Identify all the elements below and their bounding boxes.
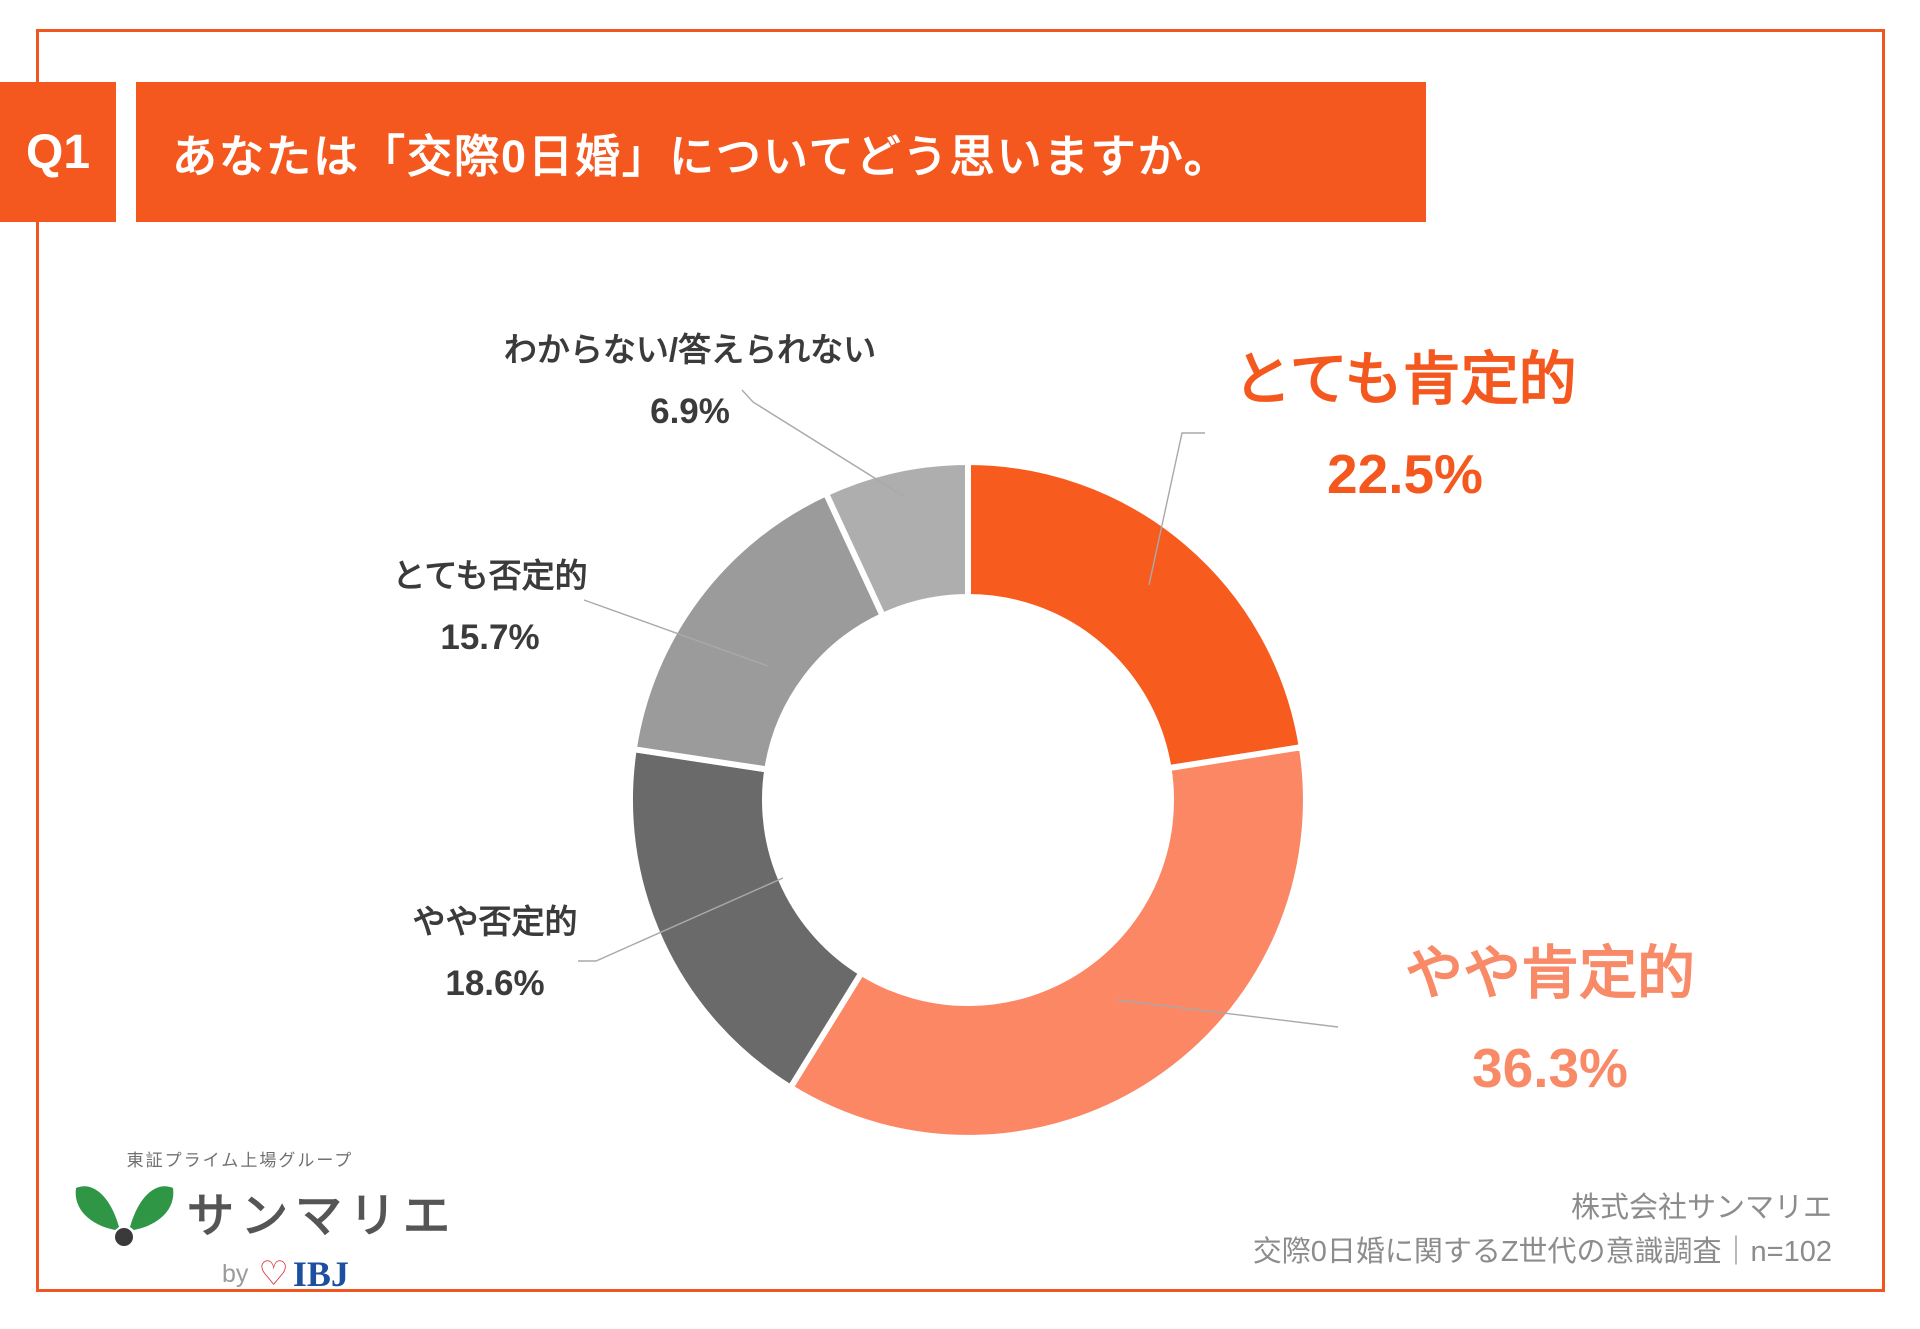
callout-positive-some: やや肯定的 36.3% bbox=[1315, 941, 1785, 1099]
source-attribution: 株式会社サンマリエ 交際0日婚に関するZ世代の意識調査｜n=102 bbox=[1253, 1186, 1832, 1274]
logo-group-line: 東証プライム上場グループ bbox=[126, 1151, 354, 1170]
sunmarie-leaf-icon bbox=[75, 1186, 174, 1246]
sunmarie-logo: 東証プライム上場グループ サンマリエ by ♡ IBJ bbox=[72, 1146, 450, 1295]
callout-unknown-value: 6.9% bbox=[650, 392, 730, 431]
ibj-heart-icon: ♡ bbox=[258, 1255, 289, 1293]
callout-unknown: わからない/答えられない 6.9% bbox=[450, 330, 930, 432]
callout-negative-some: やや否定的 18.6% bbox=[345, 902, 645, 1004]
donut-segment-2 bbox=[787, 744, 1309, 1141]
page-border-frame bbox=[36, 29, 1885, 1292]
logo-brand-text: サンマリエ bbox=[187, 1188, 457, 1242]
leader-line-negative-some bbox=[578, 877, 784, 962]
callout-negative-some-label: やや否定的 bbox=[412, 903, 578, 940]
callout-negative-very: とても否定的 15.7% bbox=[340, 556, 640, 658]
leader-line-unknown bbox=[741, 389, 906, 498]
callout-negative-some-value: 18.6% bbox=[445, 964, 545, 1003]
callout-positive-some-value: 36.3% bbox=[1472, 1037, 1628, 1099]
callout-negative-very-label: とても否定的 bbox=[392, 557, 588, 594]
leader-line-negative-very bbox=[583, 599, 769, 667]
source-company: 株式会社サンマリエ bbox=[1570, 1192, 1832, 1224]
leader-line-positive-very bbox=[1148, 432, 1205, 586]
callout-unknown-label: わからない/答えられない bbox=[503, 331, 877, 368]
question-number-badge: Q1 bbox=[0, 82, 116, 222]
ibj-logo-text: IBJ bbox=[292, 1254, 349, 1294]
donut-segment-4 bbox=[630, 490, 886, 773]
donut-segment-3 bbox=[627, 746, 865, 1091]
callout-positive-very-label: とても肯定的 bbox=[1233, 347, 1577, 412]
donut-segment-1 bbox=[965, 459, 1305, 772]
source-survey: 交際0日婚に関するZ世代の意識調査｜n=102 bbox=[1252, 1236, 1832, 1268]
question-title-bar: あなたは「交際0日婚」についてどう思いますか。 bbox=[136, 82, 1426, 222]
callout-positive-some-label: やや肯定的 bbox=[1404, 941, 1695, 1006]
callout-negative-very-value: 15.7% bbox=[440, 618, 540, 657]
callout-positive-very-value: 22.5% bbox=[1327, 443, 1483, 505]
logo-by-text: by bbox=[222, 1259, 249, 1288]
question-title-text: あなたは「交際0日婚」についてどう思いますか。 bbox=[172, 130, 1231, 182]
leader-line-positive-some bbox=[1116, 999, 1339, 1028]
donut-segment-5 bbox=[823, 459, 971, 619]
callout-positive-very: とても肯定的 22.5% bbox=[1160, 347, 1650, 505]
